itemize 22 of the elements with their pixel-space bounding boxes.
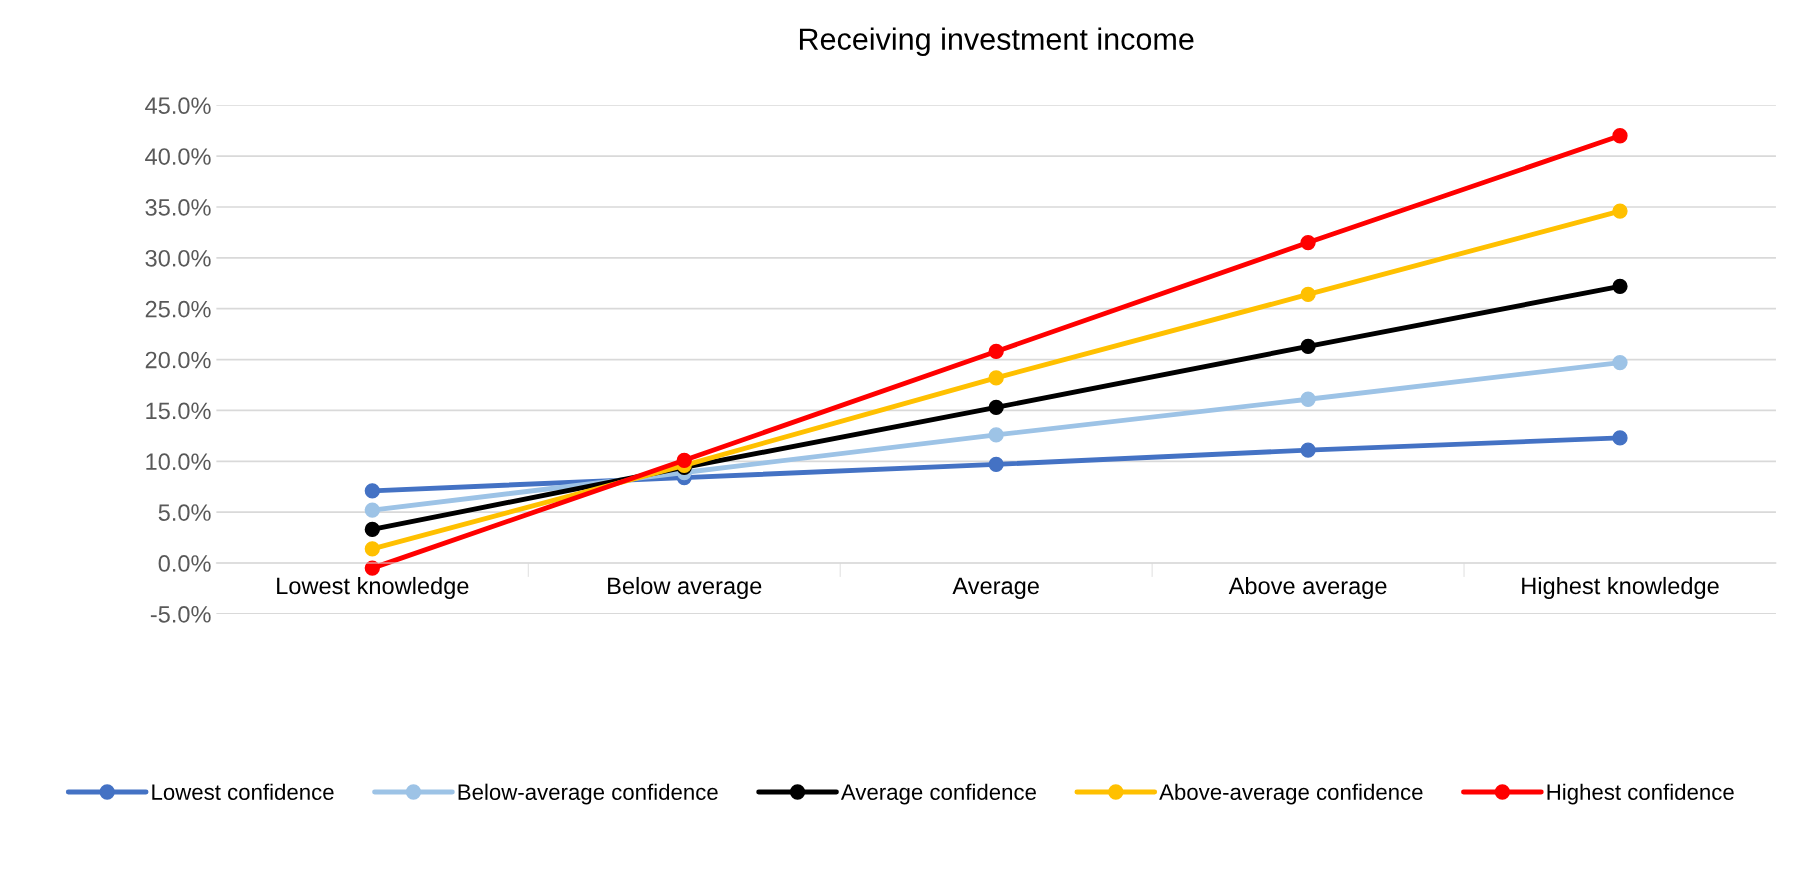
x-tick-label: Lowest knowledge: [277, 576, 469, 599]
y-tick-label: 25.0%: [145, 300, 211, 318]
y-tick-label: 10.0%: [146, 453, 211, 471]
x-tick-label: Below average: [608, 576, 762, 599]
x-tick-label: Above average: [1228, 576, 1387, 599]
y-tick-label: 20.0%: [145, 351, 211, 369]
y-tick-label: 5.0%: [158, 504, 211, 521]
x-tick-label: Average: [952, 577, 1039, 599]
x-tick-label: Highest knowledge: [1522, 576, 1719, 599]
y-tick-label: -5.0%: [150, 605, 211, 623]
legend-label: Below-average confidence: [458, 783, 718, 805]
legend-label: Highest confidence: [1547, 783, 1734, 805]
y-tick-label: 30.0%: [145, 249, 211, 267]
chart-title: Receiving investment income: [799, 27, 1194, 57]
legend-label: Average confidence: [840, 783, 1036, 805]
y-tick-label: 40.0%: [145, 148, 211, 165]
y-tick-label: 35.0%: [145, 199, 211, 216]
legend-label: Lowest confidence: [152, 783, 334, 800]
y-tick-label: 15.0%: [146, 402, 211, 420]
legend-label: Above-average confidence: [1159, 783, 1423, 805]
y-tick-label: 45.0%: [145, 97, 211, 115]
y-tick-label: 0.0%: [158, 555, 211, 572]
